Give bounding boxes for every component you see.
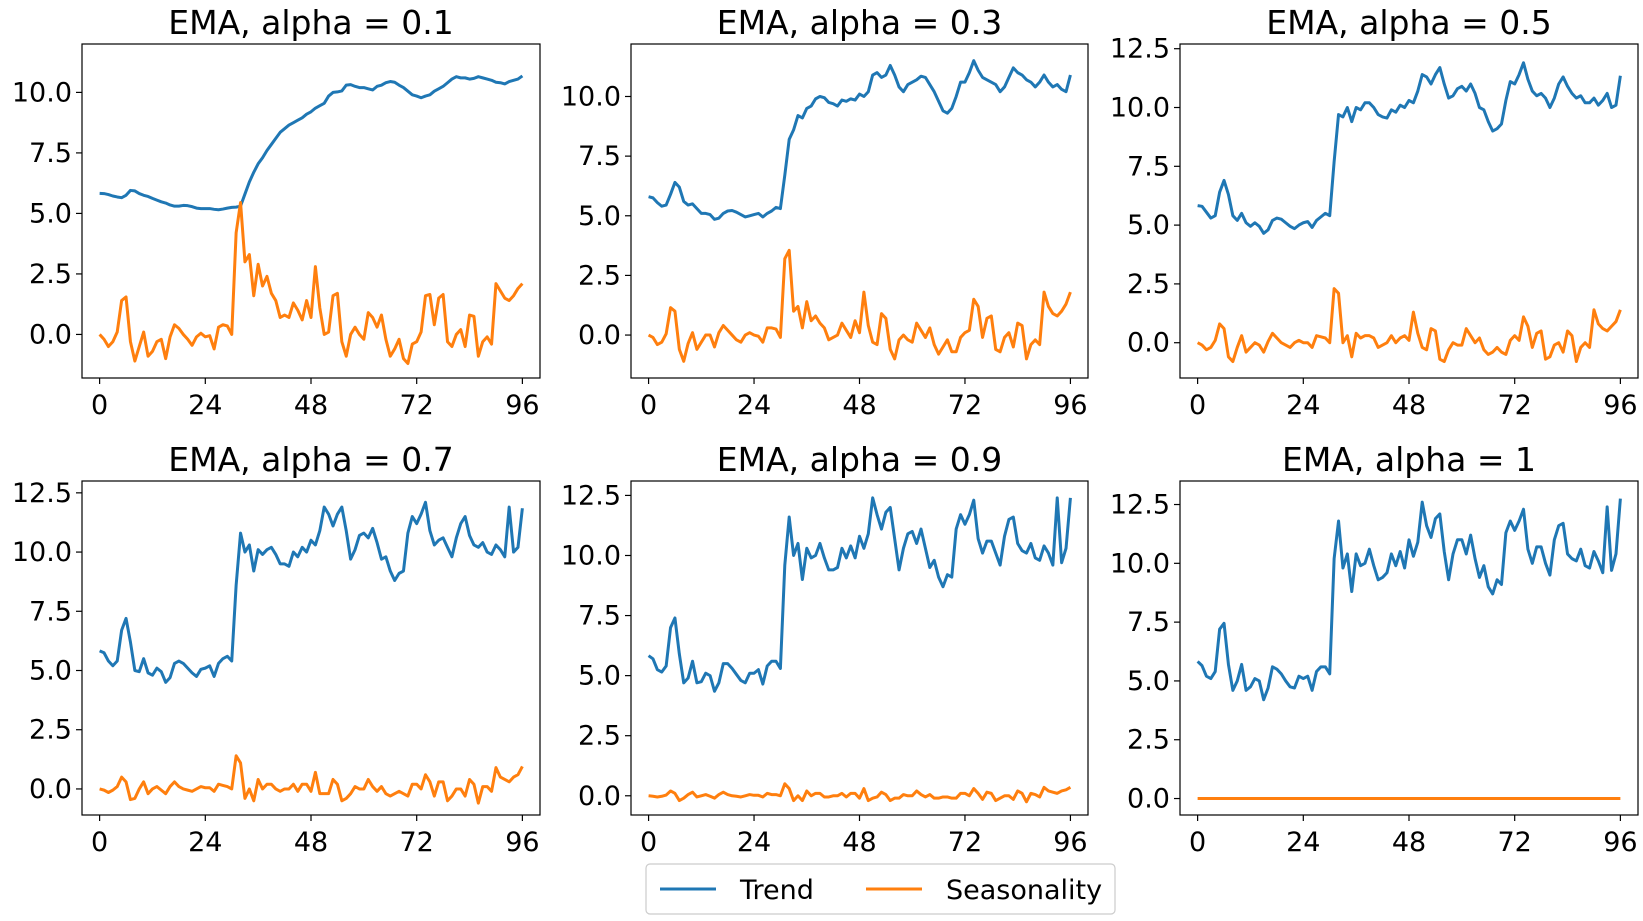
y-tick-label: 0.0 <box>578 781 621 812</box>
y-tick-label: 7.5 <box>578 601 621 632</box>
subplot-3: EMA, alpha = 0.5 0 24 48 72 96 0.0 2.5 5.0 7.5 10.… <box>1110 3 1639 421</box>
subplot-6: EMA, alpha = 1 0 24 48 72 96 0.0 2.5 5.0 7.5 10.0 1… <box>1110 440 1639 858</box>
x-tick-label: 72 <box>1498 390 1532 421</box>
x-tick-label: 96 <box>1053 827 1087 858</box>
x-tick-label: 72 <box>948 390 982 421</box>
x-tick-label: 48 <box>842 390 876 421</box>
axes-frame <box>1179 43 1639 379</box>
y-tick-label: 10.0 <box>12 77 72 108</box>
legend: Trend Seasonality <box>645 863 1116 915</box>
x-tick-label: 48 <box>1392 827 1426 858</box>
x-tick-label: 96 <box>1603 390 1637 421</box>
axes-frame <box>630 480 1089 816</box>
x-tick-label: 0 <box>640 390 657 421</box>
x-tick-label: 48 <box>842 827 876 858</box>
series-line-seasonality <box>648 782 1072 804</box>
y-tick-label: 2.5 <box>1127 269 1170 300</box>
y-tick-label: 12.5 <box>1110 490 1170 521</box>
y-tick-label: 5.0 <box>578 201 621 232</box>
x-tick-label: 24 <box>1286 390 1320 421</box>
y-tick-label: 5.0 <box>1127 666 1170 697</box>
y-tick-label: 7.5 <box>578 141 621 172</box>
y-tick-label: 2.5 <box>578 721 621 752</box>
x-tick-label: 24 <box>1286 827 1320 858</box>
series-line-seasonality <box>98 201 524 365</box>
subplot-5: EMA, alpha = 0.9 0 24 48 72 96 0.0 2.5 5.0 7.5 10.… <box>561 440 1089 858</box>
y-tick-label: 0.0 <box>29 774 72 805</box>
series-line-seasonality <box>647 248 1072 363</box>
legend-label: Trend <box>739 875 814 906</box>
x-tick-label: 96 <box>1603 827 1637 858</box>
y-tick-label: 2.5 <box>1127 725 1170 756</box>
y-tick-label: 7.5 <box>1127 151 1170 182</box>
x-tick-label: 96 <box>505 827 539 858</box>
y-tick-label: 7.5 <box>1127 607 1170 638</box>
x-tick-label: 72 <box>1498 827 1532 858</box>
y-tick-label: 0.0 <box>1127 784 1170 815</box>
y-tick-label: 10.0 <box>561 540 621 571</box>
series-line-trend <box>1196 498 1622 702</box>
y-tick-label: 7.5 <box>29 138 72 169</box>
x-tick-label: 48 <box>294 827 328 858</box>
y-tick-label: 0.0 <box>578 320 621 351</box>
y-tick-label: 5.0 <box>578 661 621 692</box>
x-tick-label: 48 <box>1392 390 1426 421</box>
axes-frame <box>1179 480 1639 816</box>
x-tick-label: 0 <box>1189 827 1206 858</box>
subplot-4: EMA, alpha = 0.7 0 24 48 72 96 0.0 2.5 5.0 7.5 10.… <box>12 440 541 858</box>
series-line-seasonality <box>1196 287 1622 364</box>
subplot-title: EMA, alpha = 0.3 <box>717 3 1002 42</box>
series-line-trend <box>647 496 1072 693</box>
y-tick-label: 12.5 <box>12 478 72 509</box>
series-line-trend <box>99 74 524 212</box>
legend-item-seasonality: Seasonality <box>866 875 1102 906</box>
subplot-title: EMA, alpha = 0.1 <box>168 3 453 42</box>
y-tick-label: 2.5 <box>578 260 621 291</box>
legend-label: Seasonality <box>946 875 1102 906</box>
y-tick-label: 0.0 <box>1127 328 1170 359</box>
y-tick-label: 10.0 <box>1110 93 1170 124</box>
x-tick-label: 96 <box>505 390 539 421</box>
y-tick-label: 0.0 <box>29 319 72 350</box>
x-tick-label: 0 <box>1189 390 1206 421</box>
series-line-seasonality <box>99 754 524 805</box>
subplot-title: EMA, alpha = 0.5 <box>1266 3 1551 42</box>
y-tick-label: 12.5 <box>561 480 621 511</box>
subplot-title: EMA, alpha = 0.9 <box>717 440 1002 479</box>
axes-frame <box>81 480 541 816</box>
x-tick-label: 48 <box>294 390 328 421</box>
x-tick-label: 0 <box>640 827 657 858</box>
x-tick-label: 24 <box>188 827 222 858</box>
y-tick-label: 10.0 <box>561 81 621 112</box>
y-tick-label: 10.0 <box>12 537 72 568</box>
subplot-title: EMA, alpha = 0.7 <box>168 440 453 479</box>
series-line-trend <box>1197 61 1622 235</box>
x-tick-label: 72 <box>400 827 434 858</box>
y-tick-label: 7.5 <box>29 596 72 627</box>
y-tick-label: 5.0 <box>29 198 72 229</box>
series-line-trend <box>648 59 1072 221</box>
axes-frame <box>81 43 541 379</box>
x-tick-label: 72 <box>948 827 982 858</box>
x-tick-label: 24 <box>737 827 771 858</box>
x-tick-label: 0 <box>91 827 108 858</box>
y-tick-label: 5.0 <box>29 656 72 687</box>
x-tick-label: 96 <box>1053 390 1087 421</box>
x-tick-label: 24 <box>737 390 771 421</box>
y-tick-label: 5.0 <box>1127 210 1170 241</box>
subplot-1: EMA, alpha = 0.1 0 24 48 72 96 0.0 2.5 5.0 7.5 10.… <box>12 3 541 421</box>
x-tick-label: 72 <box>400 390 434 421</box>
subplot-title: EMA, alpha = 1 <box>1282 440 1536 479</box>
series-line-trend <box>99 500 524 684</box>
subplot-2: EMA, alpha = 0.3 0 24 48 72 96 0.0 2.5 5.0 7.5 10.… <box>561 3 1089 421</box>
legend-item-trend: Trend <box>660 875 814 906</box>
x-tick-label: 0 <box>91 390 108 421</box>
y-tick-label: 2.5 <box>29 715 72 746</box>
y-tick-label: 2.5 <box>29 259 72 290</box>
y-tick-label: 12.5 <box>1110 34 1170 65</box>
x-tick-label: 24 <box>188 390 222 421</box>
y-tick-label: 10.0 <box>1110 548 1170 579</box>
